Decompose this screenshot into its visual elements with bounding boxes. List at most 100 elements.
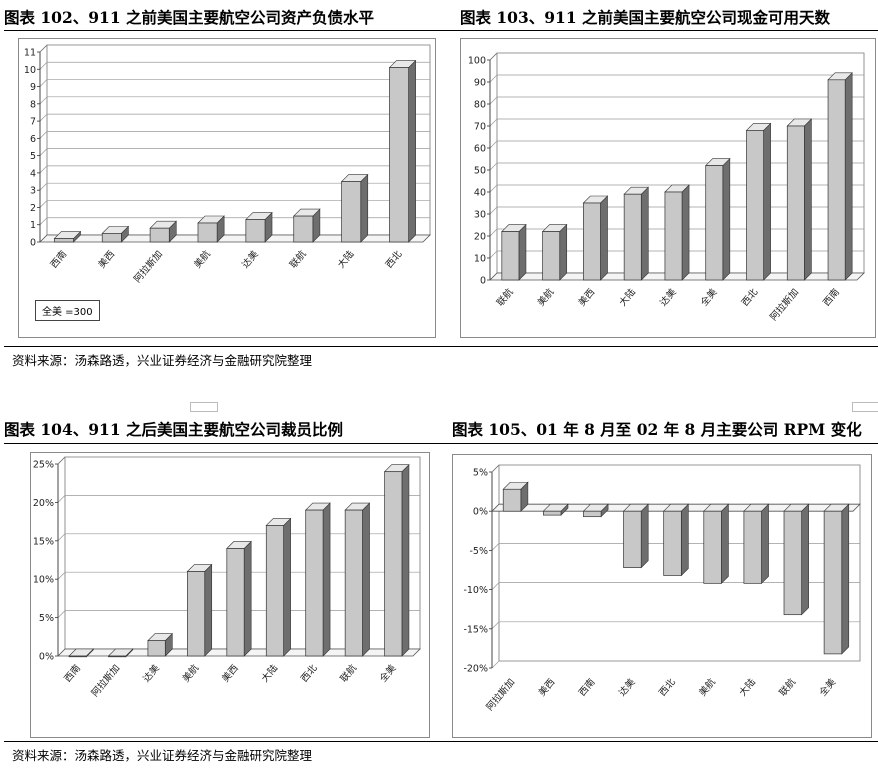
bar-side bbox=[401, 463, 410, 657]
bar bbox=[149, 227, 170, 243]
bar bbox=[542, 231, 561, 281]
y-tick-label: 7 bbox=[30, 117, 36, 128]
gridline-depth bbox=[489, 118, 498, 127]
bar-side bbox=[681, 503, 689, 577]
y-tick-label: 0% bbox=[39, 652, 54, 663]
y-tick-label: 10 bbox=[474, 254, 486, 265]
y-tick-label: 2 bbox=[30, 203, 36, 214]
chart-105-svg: -20%-15%-10%-5%0%5%阿拉斯加 美西 西南 达美 西北 美航 大陆 联航 全美 bbox=[452, 454, 872, 738]
gridline-depth bbox=[39, 96, 48, 105]
bar-side bbox=[844, 72, 853, 281]
axis-depth bbox=[57, 456, 66, 465]
bar-side bbox=[362, 502, 370, 657]
bar bbox=[583, 202, 601, 281]
gridline-depth bbox=[39, 165, 48, 174]
gridline-depth bbox=[39, 200, 48, 208]
bar bbox=[501, 231, 520, 281]
bar-side bbox=[204, 563, 213, 657]
chart-104-svg: 0%5%10%15%20%25%西南 阿拉斯加 达美 美航 美西 大陆 西北 联航 全美 bbox=[30, 452, 430, 738]
gridline-depth bbox=[57, 571, 66, 580]
bar-side bbox=[801, 503, 809, 616]
bar bbox=[226, 548, 245, 657]
bar-side bbox=[804, 118, 812, 281]
gridline-depth bbox=[39, 217, 48, 225]
gridline-depth bbox=[491, 543, 500, 551]
y-tick-label: 10 bbox=[24, 65, 36, 76]
y-tick-label: 25% bbox=[33, 460, 54, 471]
y-tick-label: -15% bbox=[463, 624, 488, 635]
bar-side bbox=[283, 517, 291, 657]
chart-panel-104: 0% 5% 10% 15% 20% 25% 西南 阿拉斯加 达美 美航 美西 大陆 西北 联航 全美 bbox=[30, 452, 430, 738]
gridline-depth bbox=[491, 621, 500, 630]
y-tick-label: 15% bbox=[33, 536, 54, 547]
bar bbox=[245, 219, 266, 243]
y-tick-label: 20 bbox=[474, 232, 486, 243]
y-tick-label: 80 bbox=[474, 100, 486, 111]
y-tick-label: 90 bbox=[474, 78, 486, 89]
y-tick-label: 60 bbox=[474, 144, 486, 155]
gridline-depth bbox=[57, 610, 66, 618]
bar bbox=[187, 571, 206, 657]
bar-side bbox=[360, 173, 369, 243]
gridline-depth bbox=[489, 74, 498, 83]
bar bbox=[341, 181, 362, 243]
y-tick-label: -10% bbox=[463, 585, 488, 596]
bar-side bbox=[761, 503, 769, 585]
bar bbox=[108, 655, 127, 658]
chart-panel-102: 0 1 2 3 4 5 6 7 8 9 10 11 西南 美西 阿拉斯加 美航 达美 联航 大陆 西北 全美 =300 bbox=[18, 38, 436, 338]
y-tick-label: 30 bbox=[474, 210, 486, 221]
bar bbox=[705, 165, 724, 281]
y-tick-label: 10% bbox=[33, 575, 54, 586]
bar bbox=[743, 510, 762, 584]
page-marker-left bbox=[190, 402, 218, 412]
chart-title-103: 图表 103、911 之前美国主要航空公司现金可用天数 bbox=[460, 8, 831, 27]
y-tick-label: 100 bbox=[468, 56, 486, 67]
chart-panel-105: -20% -15% -10% -5% 0% 5% 阿拉斯加 美西 西南 达美 西北 美航 大陆 联航 全美 bbox=[452, 454, 872, 738]
bar-side bbox=[518, 223, 527, 281]
y-tick-label: 0 bbox=[30, 238, 36, 249]
chart-title-105: 图表 105、01 年 8 月至 02 年 8 月主要公司 RPM 变化 bbox=[452, 420, 862, 439]
y-tick-label: 5 bbox=[30, 151, 36, 162]
y-tick-label: 0% bbox=[473, 507, 488, 518]
bar bbox=[54, 238, 74, 243]
gridline-depth bbox=[39, 131, 48, 139]
y-tick-label: 11 bbox=[24, 48, 36, 59]
y-tick-label: 5% bbox=[39, 613, 54, 624]
axis-depth bbox=[39, 44, 48, 53]
chart-panel-103: 0 10 20 30 40 50 60 70 80 90 100 联航 美航 美西 大陆 达美 全美 西北 阿拉斯加… bbox=[460, 38, 876, 338]
bar-side bbox=[408, 59, 416, 243]
y-tick-label: -20% bbox=[463, 664, 488, 675]
gridline-depth bbox=[489, 96, 498, 105]
axis-depth bbox=[489, 52, 498, 61]
bar bbox=[786, 125, 805, 281]
divider-top-1 bbox=[4, 30, 878, 31]
bar bbox=[542, 510, 562, 516]
gridline-depth bbox=[491, 582, 500, 590]
chart-title-102: 图表 102、911 之前美国主要航空公司资产负债水平 bbox=[4, 8, 375, 27]
bar-side bbox=[681, 184, 690, 281]
bar bbox=[265, 525, 284, 657]
gridline-depth bbox=[489, 228, 498, 237]
y-tick-label: 9 bbox=[30, 82, 36, 93]
y-tick-label: 20% bbox=[33, 498, 54, 509]
y-tick-label: 40 bbox=[474, 188, 486, 199]
bar-side bbox=[243, 540, 252, 657]
divider-source-2 bbox=[4, 741, 878, 742]
gridline-depth bbox=[57, 495, 66, 503]
chart-note-label: 全美 =300 bbox=[35, 300, 100, 321]
bar bbox=[305, 509, 324, 657]
gridline-depth bbox=[39, 148, 48, 156]
bar bbox=[827, 79, 846, 281]
y-tick-label: 70 bbox=[474, 122, 486, 133]
plot-back-wall bbox=[46, 44, 431, 236]
bar-side bbox=[322, 502, 331, 657]
y-tick-label: 50 bbox=[474, 166, 486, 177]
gridline-depth bbox=[39, 113, 48, 122]
bar bbox=[703, 510, 722, 584]
bar bbox=[746, 130, 764, 281]
page-marker-right bbox=[852, 402, 878, 412]
bar bbox=[583, 510, 602, 518]
bar bbox=[664, 191, 683, 281]
